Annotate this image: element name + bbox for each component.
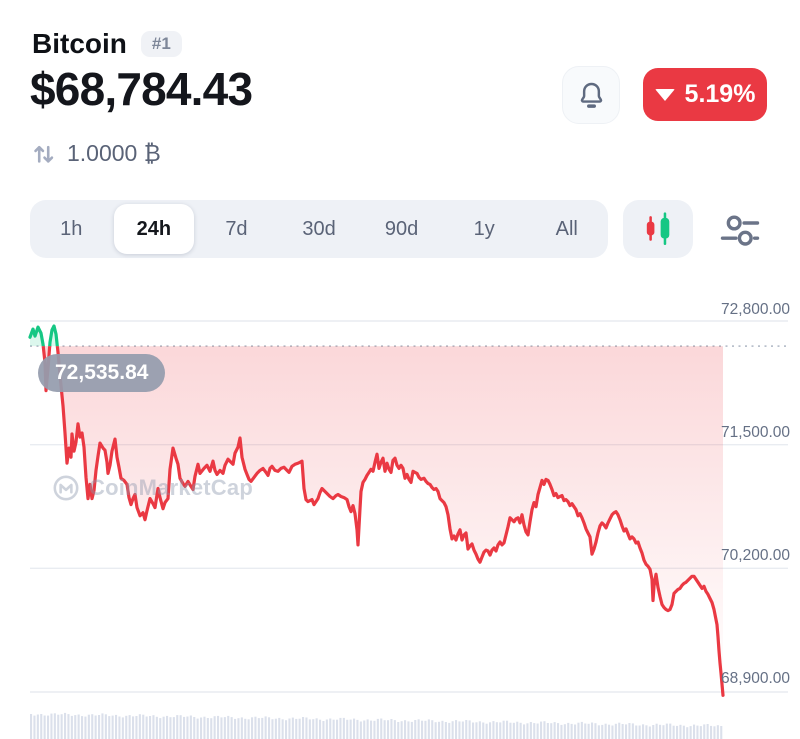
swap-arrows-icon <box>30 140 57 167</box>
coin-name: Bitcoin <box>32 28 127 59</box>
range-tab-7d[interactable]: 7d <box>225 217 248 240</box>
y-axis-label: 68,900.00 <box>721 670 790 687</box>
coinmarketcap-watermark: CoinMarketCap <box>52 474 253 502</box>
price-change-value: 5.19% <box>684 80 756 108</box>
range-tab-24h[interactable]: 24h <box>113 204 195 254</box>
price-chart[interactable]: 72,800.00 71,500.00 70,200.00 68,900.00 … <box>0 280 800 739</box>
coinmarketcap-logo-icon <box>52 474 80 502</box>
y-axis-label: 70,200.00 <box>721 547 790 564</box>
chart-settings-button[interactable] <box>716 207 764 253</box>
candlestick-toggle-button[interactable] <box>623 200 693 258</box>
price-alert-button[interactable] <box>562 66 620 124</box>
range-tab-90d[interactable]: 90d <box>384 217 419 240</box>
coin-price: $68,784.43 <box>30 63 253 115</box>
triangle-down-icon <box>654 88 675 101</box>
y-axis-label: 72,800.00 <box>721 301 790 318</box>
price-change-badge[interactable]: 5.19% <box>643 68 767 121</box>
loss-area-fill <box>43 346 723 696</box>
price-chart-canvas[interactable] <box>0 280 800 739</box>
range-tab-all[interactable]: All <box>555 217 578 240</box>
volume-strip <box>30 712 723 739</box>
range-tab-30d[interactable]: 30d <box>302 217 336 240</box>
candlestick-icon <box>639 210 677 248</box>
y-axis-label: 71,500.00 <box>721 424 790 441</box>
converter-value: 1.0000 ₿ <box>67 140 161 166</box>
coin-header: Bitcoin #1 <box>32 28 182 60</box>
range-tab-1h[interactable]: 1h <box>60 217 83 240</box>
bell-icon <box>576 80 607 111</box>
watermark-text: CoinMarketCap <box>89 475 253 500</box>
rank-badge: #1 <box>140 30 182 58</box>
time-range-tabs: 1h 24h 7d 30d 90d 1y All <box>30 200 608 258</box>
open-price-tooltip: 72,535.84 <box>38 354 166 392</box>
range-tab-1y[interactable]: 1y <box>473 217 495 240</box>
sliders-icon <box>719 209 761 251</box>
unit-converter[interactable]: 1.0000 ₿ <box>30 140 161 167</box>
price-line-below-open <box>41 346 725 697</box>
